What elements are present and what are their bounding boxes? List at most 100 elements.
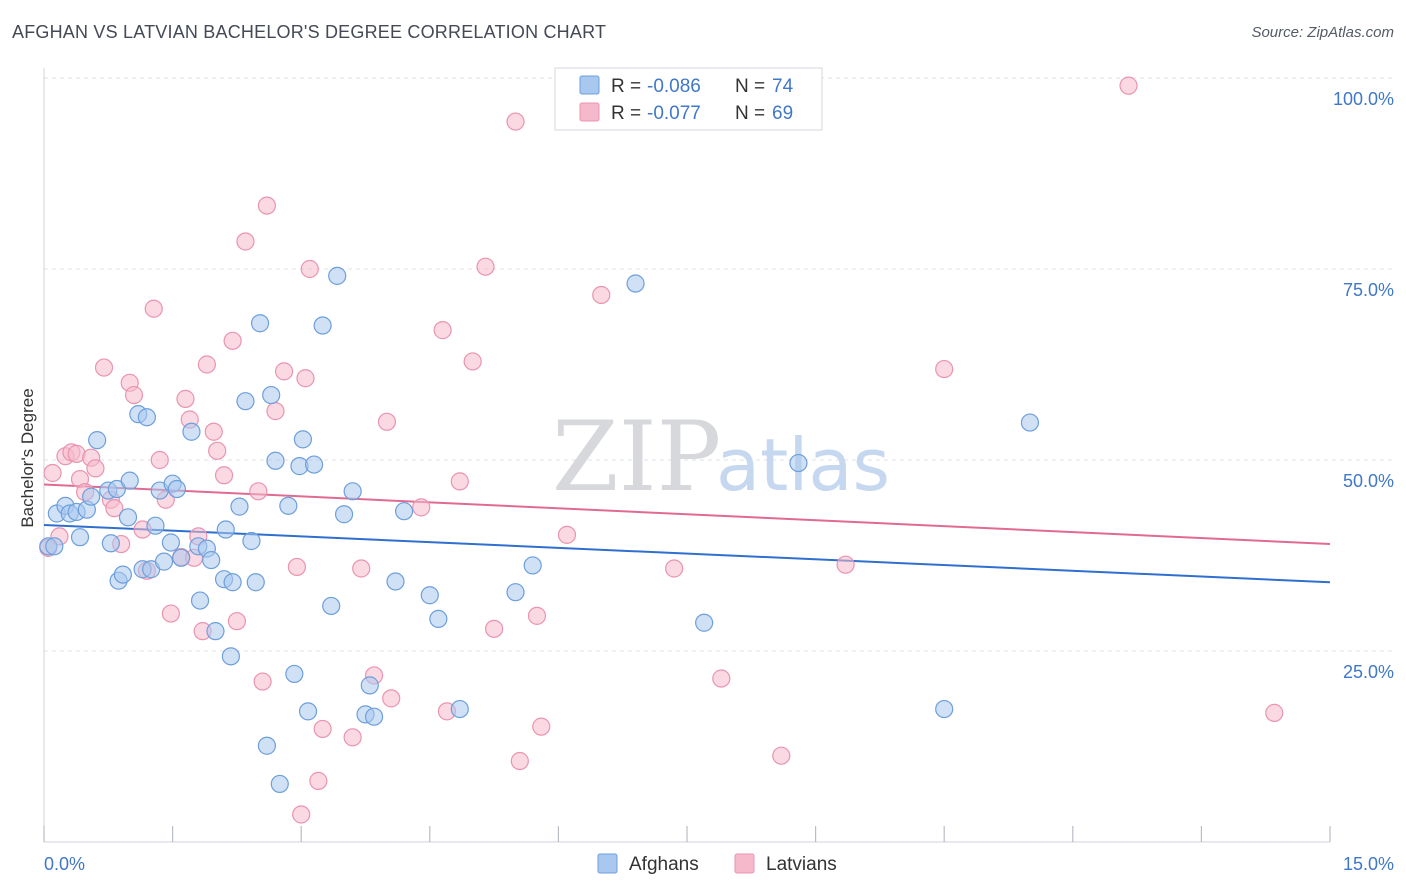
latvians-data-point[interactable] [292, 805, 311, 824]
latvians-data-point[interactable] [266, 402, 285, 421]
afghans-data-point[interactable] [257, 736, 277, 755]
latvians-data-point[interactable] [412, 498, 431, 517]
latvians-data-point[interactable] [665, 559, 684, 578]
afghans-data-point[interactable] [285, 664, 304, 684]
afghans-data-point[interactable] [161, 533, 180, 552]
afghans-data-point[interactable] [236, 392, 255, 411]
latvians-data-point[interactable] [208, 441, 227, 460]
latvians-data-point[interactable] [124, 385, 144, 405]
latvians-data-point[interactable] [94, 358, 114, 377]
latvians-data-point[interactable] [249, 482, 268, 501]
latvians-data-point[interactable] [463, 352, 482, 371]
afghans-data-point[interactable] [120, 471, 139, 490]
afghans-data-point[interactable] [789, 453, 808, 473]
latvians-data-point[interactable] [510, 751, 529, 771]
afghans-data-point[interactable] [364, 707, 384, 726]
afghans-data-point[interactable] [304, 455, 324, 474]
latvians-data-point[interactable] [144, 299, 163, 318]
afghans-data-point[interactable] [328, 266, 347, 285]
afghans-data-point[interactable] [230, 497, 249, 516]
latvians-data-point[interactable] [382, 689, 401, 708]
afghans-data-point[interactable] [420, 586, 439, 605]
afghans-data-point[interactable] [429, 609, 448, 629]
afghans-data-point[interactable] [221, 647, 240, 666]
latvians-data-point[interactable] [287, 557, 307, 577]
afghans-data-point[interactable] [172, 548, 191, 567]
latvians-data-point[interactable] [214, 466, 234, 485]
latvians-data-point[interactable] [506, 112, 525, 131]
afghans-data-point[interactable] [293, 430, 313, 449]
latvians-data-point[interactable] [377, 412, 397, 431]
afghans-data-point[interactable] [216, 520, 235, 539]
series-legend-swatch-afghans[interactable] [597, 853, 618, 874]
latvians-data-point[interactable] [197, 355, 216, 374]
latvians-data-point[interactable] [485, 619, 504, 638]
afghans-data-point[interactable] [279, 496, 298, 515]
afghans-data-point[interactable] [250, 314, 270, 333]
afghans-data-point[interactable] [223, 573, 242, 592]
afghans-data-point[interactable] [322, 596, 341, 616]
series-legend-swatch-latvians[interactable] [734, 853, 755, 874]
afghans-data-point[interactable] [262, 385, 281, 405]
latvians-data-point[interactable] [352, 559, 371, 578]
latvians-data-point[interactable] [313, 719, 332, 739]
afghans-data-point[interactable] [935, 699, 954, 719]
latvians-data-point[interactable] [935, 359, 954, 379]
afghans-data-point[interactable] [626, 274, 645, 293]
afghans-data-point[interactable] [82, 487, 101, 506]
afghans-data-point[interactable] [343, 482, 362, 501]
afghans-data-point[interactable] [202, 550, 221, 570]
latvians-data-point[interactable] [223, 331, 242, 350]
latvians-data-point[interactable] [43, 463, 62, 483]
afghans-data-point[interactable] [394, 502, 414, 521]
latvians-data-point[interactable] [150, 450, 169, 470]
latvians-data-point[interactable] [204, 422, 223, 441]
latvians-data-point[interactable] [274, 362, 294, 381]
afghans-data-point[interactable] [313, 316, 332, 335]
afghans-data-point[interactable] [154, 552, 174, 571]
latvians-data-point[interactable] [1265, 703, 1284, 722]
series-legend-label-afghans[interactable]: Afghans [629, 854, 699, 875]
latvians-data-point[interactable] [592, 285, 611, 305]
latvians-data-point[interactable] [836, 555, 855, 574]
latvians-data-point[interactable] [527, 606, 547, 625]
afghans-data-point[interactable] [450, 699, 469, 719]
afghans-data-point[interactable] [298, 702, 318, 721]
afghans-data-point[interactable] [1020, 413, 1040, 432]
afghans-data-point[interactable] [101, 534, 120, 553]
latvians-data-point[interactable] [176, 389, 195, 408]
afghans-data-point[interactable] [270, 774, 289, 794]
latvians-data-point[interactable] [236, 232, 255, 251]
latvians-data-point[interactable] [476, 257, 495, 276]
afghans-data-point[interactable] [190, 591, 210, 610]
latvians-data-point[interactable] [86, 459, 105, 478]
afghans-data-point[interactable] [246, 573, 265, 592]
latvians-data-point[interactable] [557, 525, 577, 544]
afghans-data-point[interactable] [45, 537, 64, 556]
latvians-data-point[interactable] [433, 321, 452, 340]
afghans-data-point[interactable] [118, 508, 138, 527]
latvians-data-point[interactable] [253, 672, 272, 691]
latvians-data-point[interactable] [712, 669, 731, 688]
afghans-data-point[interactable] [360, 676, 379, 695]
afghans-data-point[interactable] [334, 505, 354, 524]
latvians-data-point[interactable] [343, 728, 362, 747]
afghans-data-point[interactable] [523, 556, 542, 575]
afghans-data-point[interactable] [107, 479, 126, 499]
latvians-data-point[interactable] [532, 717, 551, 736]
afghans-data-point[interactable] [506, 583, 525, 602]
afghans-data-point[interactable] [266, 451, 285, 470]
latvians-data-point[interactable] [1119, 76, 1138, 95]
afghans-data-point[interactable] [182, 422, 201, 441]
afghans-data-point[interactable] [206, 622, 225, 641]
latvians-data-point[interactable] [300, 259, 319, 279]
afghans-data-point[interactable] [146, 516, 165, 535]
afghans-data-point[interactable] [242, 531, 261, 551]
afghans-data-point[interactable] [386, 572, 405, 591]
latvians-data-point[interactable] [772, 746, 791, 765]
series-legend-label-latvians[interactable]: Latvians [766, 854, 837, 875]
latvians-data-point[interactable] [161, 604, 180, 623]
latvians-data-point[interactable] [227, 612, 246, 631]
afghans-data-point[interactable] [113, 565, 132, 584]
latvians-data-point[interactable] [450, 472, 469, 491]
